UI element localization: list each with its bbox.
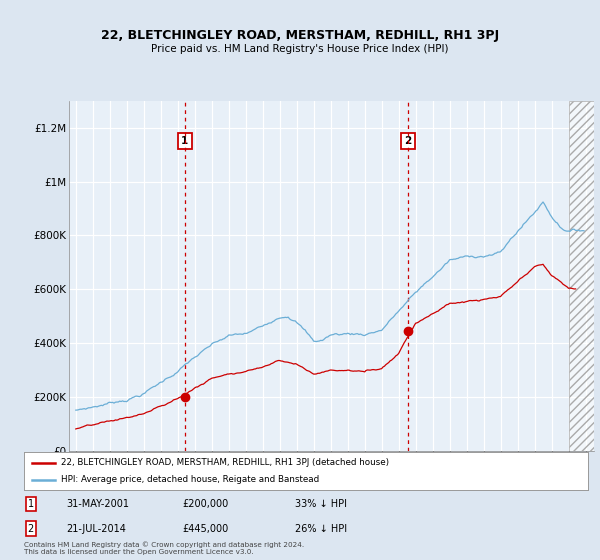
Text: 2: 2 [404, 136, 412, 146]
Text: 33% ↓ HPI: 33% ↓ HPI [295, 500, 347, 509]
Text: HPI: Average price, detached house, Reigate and Banstead: HPI: Average price, detached house, Reig… [61, 475, 319, 484]
Text: 22, BLETCHINGLEY ROAD, MERSTHAM, REDHILL, RH1 3PJ (detached house): 22, BLETCHINGLEY ROAD, MERSTHAM, REDHILL… [61, 458, 389, 467]
Text: Contains HM Land Registry data © Crown copyright and database right 2024.
This d: Contains HM Land Registry data © Crown c… [24, 542, 304, 555]
Text: 22, BLETCHINGLEY ROAD, MERSTHAM, REDHILL, RH1 3PJ: 22, BLETCHINGLEY ROAD, MERSTHAM, REDHILL… [101, 29, 499, 42]
Text: £445,000: £445,000 [182, 524, 228, 534]
Text: 26% ↓ HPI: 26% ↓ HPI [295, 524, 347, 534]
Text: 2: 2 [28, 524, 34, 534]
Text: £200,000: £200,000 [182, 500, 228, 509]
Bar [569, 101, 600, 451]
Bar [569, 101, 600, 451]
Text: 1: 1 [181, 136, 188, 146]
Text: 31-MAY-2001: 31-MAY-2001 [66, 500, 130, 509]
Text: Price paid vs. HM Land Registry's House Price Index (HPI): Price paid vs. HM Land Registry's House … [151, 44, 449, 54]
Text: 1: 1 [28, 500, 34, 509]
Text: 21-JUL-2014: 21-JUL-2014 [66, 524, 126, 534]
